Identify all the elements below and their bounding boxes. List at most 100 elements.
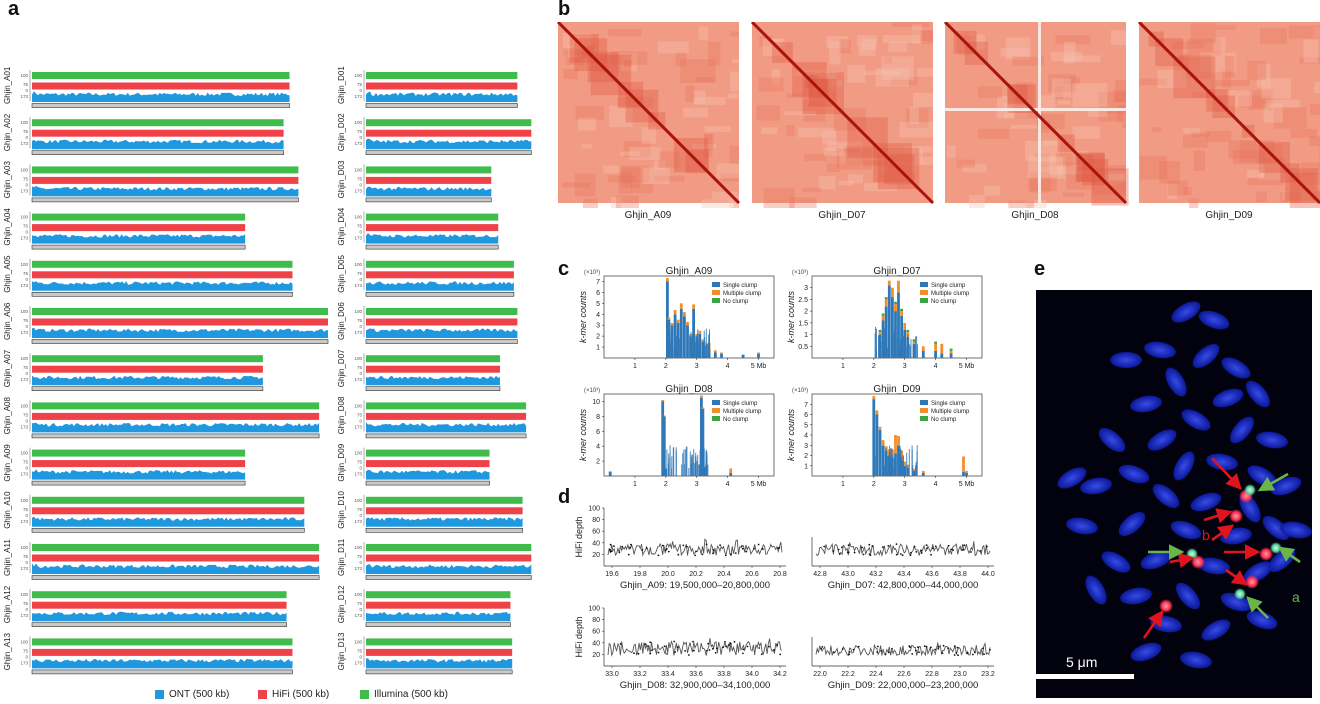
bar-fill [675, 340, 677, 358]
ont-coverage [32, 516, 305, 527]
illumina-coverage [32, 544, 320, 551]
tick-label: 0 [25, 135, 28, 140]
bar-fill [697, 455, 699, 476]
legend-swatch [712, 400, 720, 405]
hic-texture [692, 144, 717, 149]
hic-gap-col [1038, 22, 1041, 203]
illumina-coverage [366, 591, 511, 599]
hic-texture [1249, 90, 1273, 110]
depth-point [682, 544, 685, 547]
hic-texture [1215, 25, 1236, 30]
chromosome-ideogram [365, 291, 515, 297]
depth-point [711, 647, 714, 650]
depth-point [724, 641, 726, 643]
tick-label: 75 [23, 365, 29, 370]
hic-texture [759, 35, 773, 47]
depth-point [610, 550, 613, 553]
chromosome-ideogram [31, 575, 320, 580]
depth-point [876, 651, 879, 653]
hic-texture [603, 165, 620, 174]
bar-fill [875, 448, 877, 476]
bar-fill [699, 465, 701, 476]
chromosome [1170, 520, 1202, 540]
hic-texture [623, 141, 651, 158]
depth-point [974, 651, 976, 654]
depth-point [911, 653, 914, 655]
bar-multiple-clump [921, 470, 925, 473]
bar-fill [899, 454, 901, 476]
bar-fill [697, 345, 699, 358]
chromosome-ideogram [31, 244, 246, 250]
hic-texture [1310, 103, 1320, 115]
region-caption: Ghjin_D07: 42,800,000–44,000,000 [828, 580, 979, 591]
tick-label: 0 [359, 513, 362, 518]
chromosome-label: Ghjin_D08 [337, 396, 346, 434]
depth-point [609, 543, 612, 546]
hic-texture [1183, 128, 1200, 136]
bar-fill [669, 445, 671, 476]
tick-label: 75 [23, 412, 29, 417]
bar-single-clump [878, 429, 882, 476]
ont-coverage [32, 91, 290, 102]
bar-multiple-clump [897, 280, 900, 293]
depth-point [613, 545, 615, 547]
x-tick-label: 1 [841, 363, 845, 370]
illumina-coverage [366, 544, 532, 551]
chromosome-ideogram [31, 669, 293, 675]
tick-label: 100 [354, 73, 362, 78]
legend-swatch [920, 298, 928, 303]
tick-label: 75 [357, 507, 363, 512]
chromosome-label: Ghjin_A06 [3, 302, 12, 340]
bar-single-clump [949, 353, 953, 358]
illumina-coverage [32, 308, 328, 315]
depth-point [647, 645, 649, 647]
hic-texture [793, 71, 828, 76]
hic-texture [563, 68, 578, 80]
green-arrow [1246, 596, 1269, 619]
tick-label: 173 [354, 377, 362, 382]
depth-point [777, 547, 780, 550]
hic-texture [804, 153, 827, 161]
hifi-depth-chart-2: HiFi depth 20 40 60 80 100 33.0 33.2 33.4 33.6 33.… [574, 606, 787, 692]
hic-texture [1279, 192, 1301, 203]
bar-multiple-clump [962, 456, 965, 472]
hic-texture [1087, 108, 1108, 117]
depth-point [666, 653, 668, 655]
bar-no-clump [912, 339, 916, 342]
depth-line [607, 538, 783, 557]
depth-point [725, 645, 727, 648]
bar-fill [887, 347, 888, 358]
bar-no-clump [894, 301, 897, 305]
tick-label: 0 [25, 324, 28, 329]
legend-label: Single clump [931, 401, 966, 407]
hic-texture [729, 145, 739, 164]
bar-no-clump [949, 348, 953, 351]
bar-fill [910, 339, 912, 358]
bar-fill [894, 458, 896, 476]
depth-point [729, 642, 732, 645]
ont-coverage [366, 328, 518, 338]
bar-single-clump [700, 397, 703, 476]
tick-label: 0 [25, 513, 28, 518]
chromosome [1280, 521, 1312, 539]
depth-point [925, 544, 928, 546]
hic-texture [1301, 162, 1320, 175]
bar-single-clump [897, 292, 900, 358]
bar-fill [684, 449, 686, 476]
bar-fill [680, 342, 682, 358]
chromosome [1165, 367, 1187, 397]
panel-e-label: e [1034, 258, 1046, 280]
hifi-coverage [32, 224, 246, 232]
hic-texture [1008, 200, 1034, 208]
bar-fill [702, 455, 704, 476]
depth-point [915, 649, 917, 652]
bar-single-clump [891, 297, 894, 358]
tick-label: 75 [23, 507, 29, 512]
hic-texture [823, 147, 845, 156]
depth-point [664, 549, 667, 552]
depth-point [701, 553, 704, 556]
hic-caption-d08: Ghjin_D08 [1011, 210, 1059, 221]
